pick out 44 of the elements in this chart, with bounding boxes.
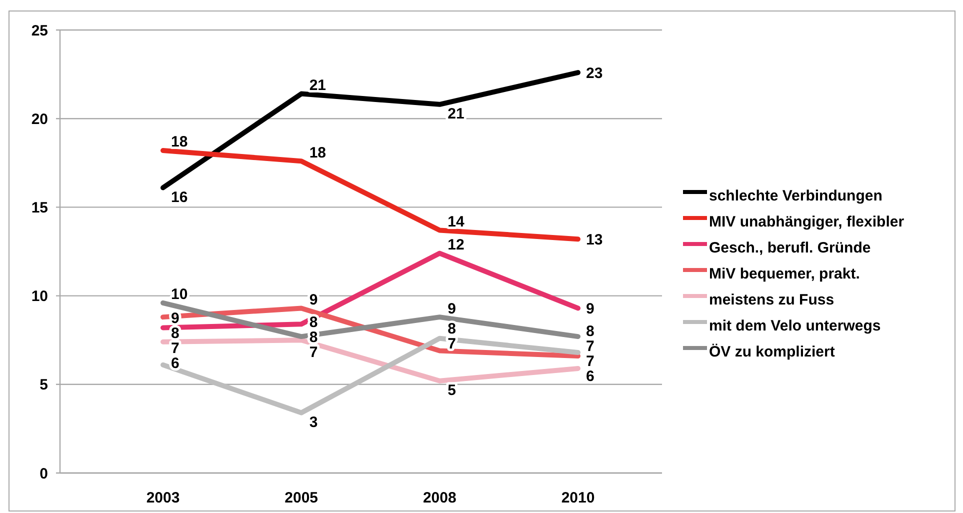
data-label: 9 xyxy=(309,291,318,308)
data-label: 18 xyxy=(309,144,326,162)
data-label: 7 xyxy=(171,340,180,357)
legend-label: Gesch., berufl. Gründe xyxy=(709,239,871,256)
data-label: 8 xyxy=(171,324,180,342)
data-label: 8 xyxy=(586,323,594,340)
y-tick-label: 25 xyxy=(31,22,48,40)
x-tick-label: 2008 xyxy=(422,489,456,506)
data-label: 9 xyxy=(171,310,180,327)
legend-label: schlechte Verbindungen xyxy=(709,187,882,204)
legend-label: ÖV zu kompliziert xyxy=(709,343,835,360)
data-label: 9 xyxy=(586,300,594,318)
data-label: 3 xyxy=(309,414,318,431)
x-tick-label: 2005 xyxy=(284,489,318,506)
legend-label: mit dem Velo unterwegs xyxy=(709,317,881,334)
y-tick-label: 5 xyxy=(40,376,48,394)
data-label: 23 xyxy=(586,64,603,82)
data-label: 21 xyxy=(448,106,464,123)
data-label: 14 xyxy=(448,213,466,230)
y-tick-label: 15 xyxy=(31,199,48,216)
data-label: 8 xyxy=(448,320,456,338)
data-label: 16 xyxy=(171,188,188,206)
data-label: 10 xyxy=(171,286,188,304)
data-label: 13 xyxy=(586,231,603,248)
data-label: 6 xyxy=(586,368,594,386)
y-tick-label: 20 xyxy=(31,110,48,128)
data-label: 6 xyxy=(171,354,180,372)
data-label: 7 xyxy=(586,353,594,370)
x-tick-label: 2003 xyxy=(146,489,180,506)
legend-label: MIV unabhängiger, flexibler xyxy=(709,213,904,230)
y-tick-label: 0 xyxy=(40,465,48,482)
data-label: 7 xyxy=(448,335,456,352)
data-label: 18 xyxy=(171,134,188,151)
y-tick-label: 10 xyxy=(31,288,48,306)
data-label: 9 xyxy=(448,300,456,318)
data-label: 21 xyxy=(309,77,326,94)
data-label: 7 xyxy=(309,344,318,361)
legend-label: meistens zu Fuss xyxy=(709,291,834,308)
data-label: 12 xyxy=(448,236,464,254)
data-label: 8 xyxy=(309,328,318,346)
x-tick-label: 2010 xyxy=(561,489,595,506)
data-label: 7 xyxy=(586,338,594,356)
legend-label: MiV bequemer, prakt. xyxy=(709,265,860,282)
data-label: 5 xyxy=(448,382,456,400)
